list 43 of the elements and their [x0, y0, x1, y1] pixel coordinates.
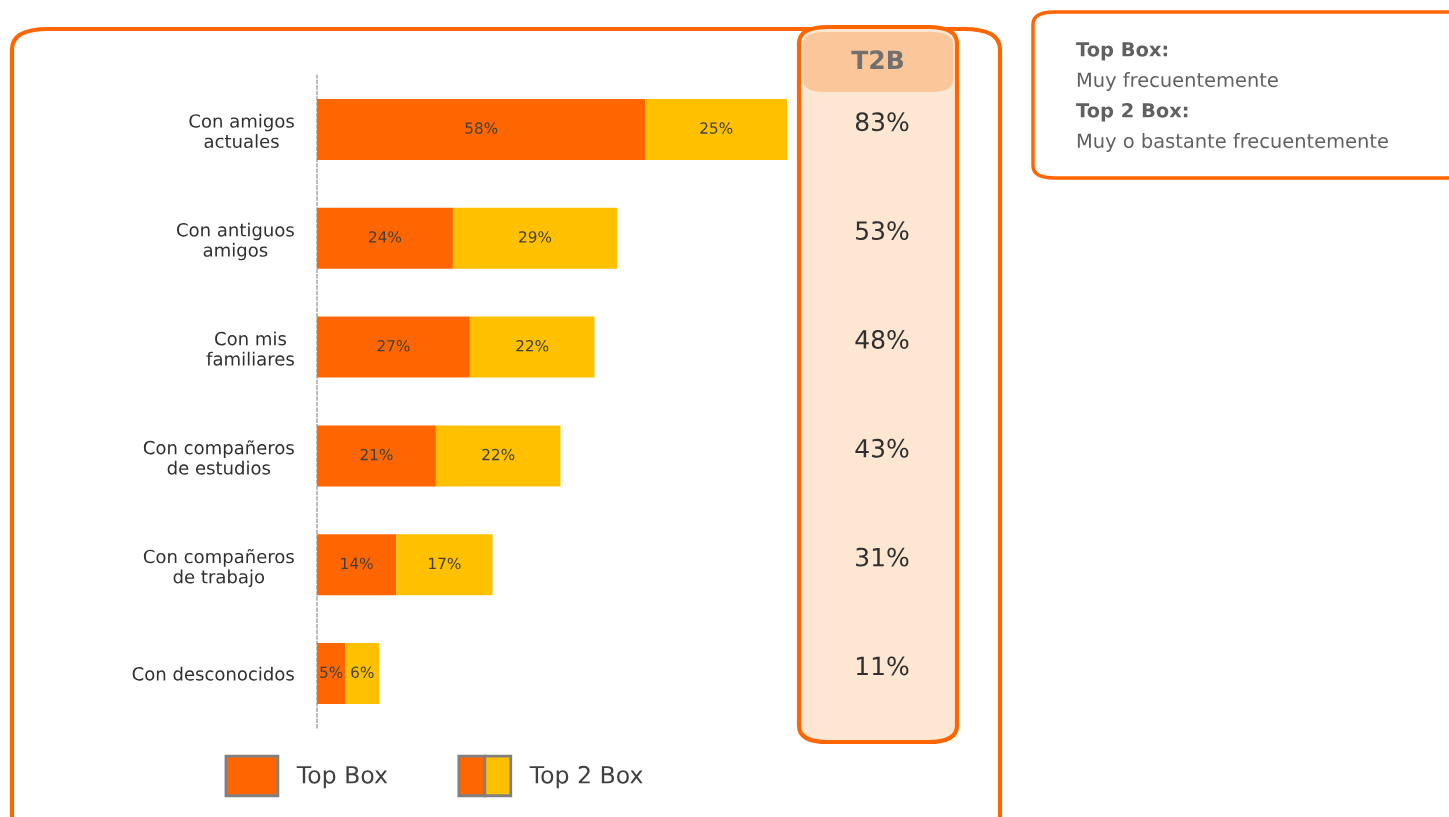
bar — [317, 98, 646, 160]
data-label: 5% — [320, 666, 343, 679]
y-tick-label: Con mis familiares — [206, 331, 294, 366]
legend-label: Top 2 Box — [529, 765, 643, 789]
bar — [317, 316, 470, 378]
text: Top 2 Box: — [1076, 102, 1188, 122]
data-label: 24% — [369, 231, 402, 243]
data-label: 14% — [341, 557, 373, 570]
bar — [317, 207, 453, 269]
bar — [452, 207, 618, 269]
text: 11% — [856, 656, 909, 676]
y-tick-label: Con amigos actuales — [189, 113, 294, 149]
data-label: 6% — [351, 666, 374, 679]
data-label: 22% — [482, 448, 515, 461]
y-tick-label: Con antiguos amigos — [176, 222, 294, 261]
y-tick-label: Con compañeros de trabajo — [143, 549, 294, 587]
data-label: 25% — [700, 122, 733, 134]
data-label: 17% — [429, 557, 461, 570]
bar — [645, 98, 787, 160]
y-tick-label: Con desconocidos — [132, 666, 294, 681]
bar — [396, 534, 493, 596]
bar — [469, 316, 595, 378]
data-label: 29% — [519, 231, 552, 243]
bar — [317, 425, 436, 487]
y-tick-label: Con compañeros de estudios — [143, 440, 294, 475]
bar — [317, 643, 346, 705]
text: 53% — [856, 221, 909, 241]
text: Muy o bastante frecuentemente — [1077, 133, 1388, 152]
text: T2B — [851, 50, 903, 69]
text: Muy frecuentemente — [1077, 72, 1278, 91]
text: 43% — [855, 438, 909, 458]
bar — [435, 425, 561, 487]
data-label: 58% — [465, 122, 498, 134]
data-label: 21% — [360, 448, 393, 461]
text: 48% — [855, 329, 909, 349]
text: Top Box: — [1076, 42, 1168, 61]
data-label: 27% — [377, 339, 410, 352]
bar — [317, 534, 397, 596]
data-label: 22% — [516, 339, 549, 352]
text: 83% — [855, 112, 909, 132]
legend-label: Top Box — [296, 766, 388, 789]
bar — [345, 643, 380, 705]
text: 31% — [856, 547, 909, 567]
